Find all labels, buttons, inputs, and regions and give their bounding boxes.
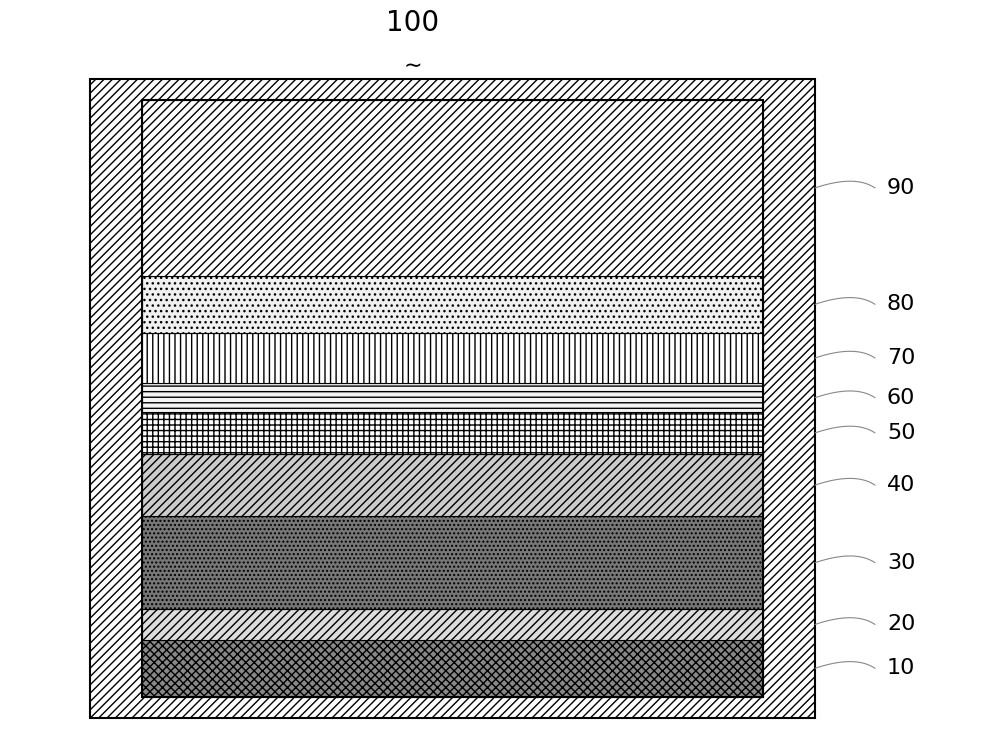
Text: 90: 90 — [887, 178, 915, 198]
Bar — [142, 100, 763, 696]
Text: 10: 10 — [887, 658, 915, 678]
Text: 30: 30 — [887, 553, 915, 573]
Text: 50: 50 — [887, 423, 915, 443]
Text: ∼: ∼ — [403, 56, 422, 76]
Text: 100: 100 — [386, 10, 439, 37]
Text: 80: 80 — [887, 294, 915, 314]
Bar — [142, 640, 763, 696]
Bar — [90, 79, 815, 718]
Bar — [142, 516, 763, 609]
Bar — [142, 100, 763, 696]
Bar — [142, 609, 763, 640]
Bar — [142, 100, 763, 276]
Bar — [142, 454, 763, 516]
Bar — [142, 276, 763, 333]
Bar — [142, 384, 763, 412]
Text: 40: 40 — [887, 475, 915, 495]
Text: 70: 70 — [887, 348, 915, 368]
Text: 20: 20 — [887, 614, 915, 634]
Bar — [142, 412, 763, 454]
Text: 60: 60 — [887, 387, 915, 408]
Bar — [142, 333, 763, 384]
